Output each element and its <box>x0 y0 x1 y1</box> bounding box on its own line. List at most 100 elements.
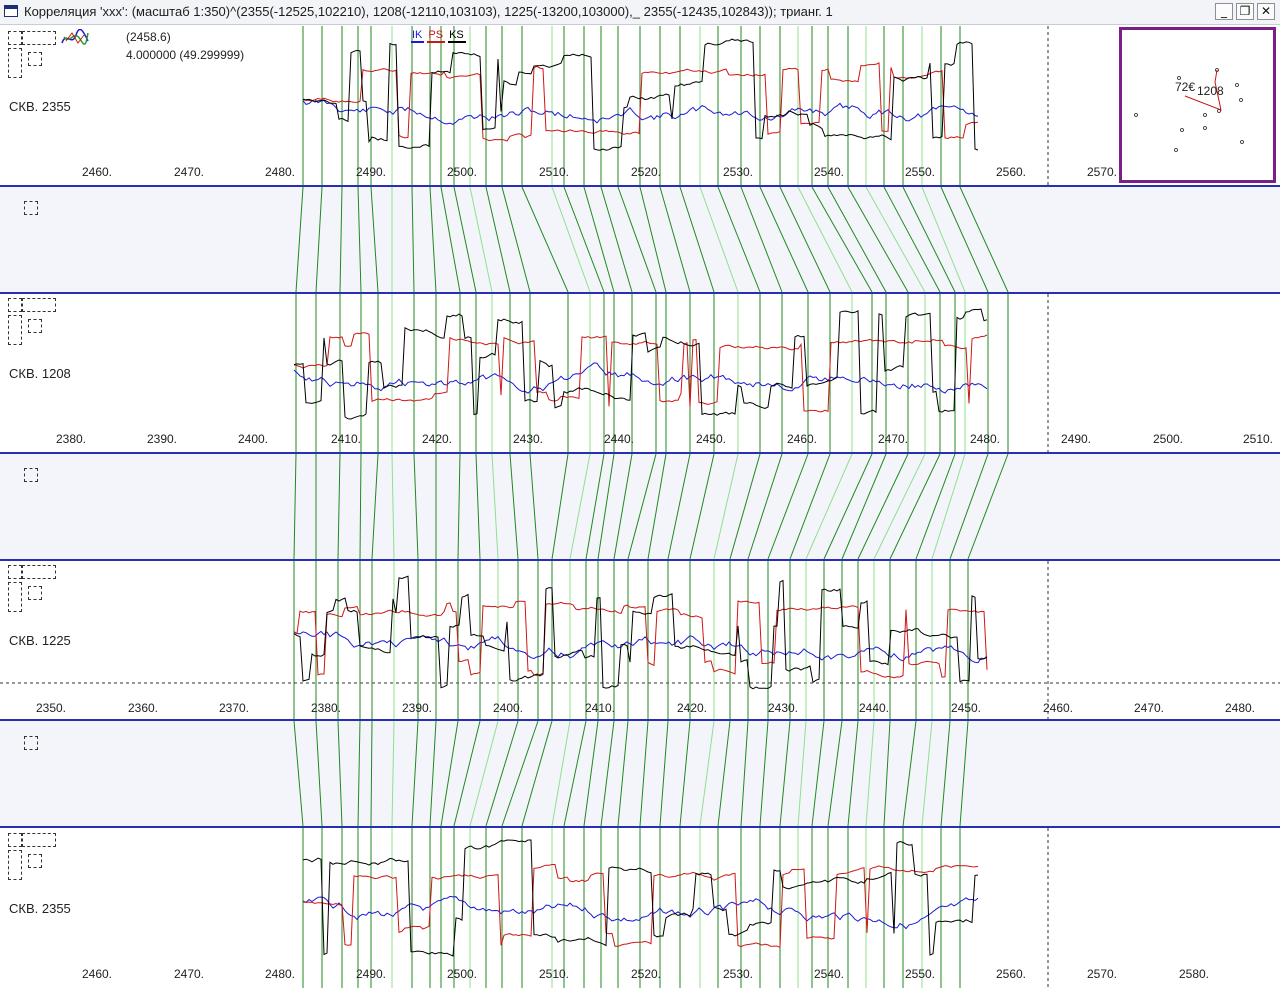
correlation-link <box>315 720 323 827</box>
depth-tick: 2380. <box>310 701 342 715</box>
legend-ik[interactable]: IK <box>411 29 425 43</box>
track-separator <box>0 719 1280 721</box>
select-box-icon[interactable] <box>28 52 42 66</box>
select-box-icon[interactable] <box>24 468 38 482</box>
select-box-icon[interactable] <box>28 319 42 333</box>
select-box-icon[interactable] <box>8 31 22 45</box>
legend-ps[interactable]: PS <box>427 29 446 43</box>
select-box-icon[interactable] <box>8 850 22 880</box>
depth-tick: 2490. <box>355 967 387 981</box>
depth-tick: 2530. <box>722 165 754 179</box>
track-well-1225[interactable]: СКВ. 1225 2350. 2360. 2370. 2380. 2390. … <box>0 561 1280 719</box>
depth-tick: 2520. <box>630 165 662 179</box>
correlation-link <box>699 186 739 293</box>
select-box-icon[interactable] <box>28 586 42 600</box>
depth-tick: 2420. <box>676 701 708 715</box>
depth-tick: 2500. <box>446 165 478 179</box>
correlation-link <box>339 186 343 293</box>
correlation-link <box>679 720 691 827</box>
depth-tick: 2510. <box>538 967 570 981</box>
correlation-link <box>740 720 749 827</box>
correlation-link <box>411 720 419 827</box>
correlation-link <box>967 453 1009 560</box>
select-box-icon[interactable] <box>22 31 56 45</box>
ks-curve <box>293 308 988 420</box>
correlation-link <box>949 453 989 560</box>
track-well-1208[interactable]: СКВ. 1208 2380. 2390. 2400. 2410. 2420. … <box>0 294 1280 452</box>
depth-tick: 2390. <box>401 701 433 715</box>
correlation-gap-1 <box>0 187 1280 293</box>
legend-ks[interactable]: KS <box>448 29 466 43</box>
correlation-link <box>959 720 969 827</box>
depth-tick: 2440. <box>603 432 635 446</box>
correlation-link <box>529 453 539 560</box>
correlation-link <box>457 453 461 560</box>
correlation-link <box>647 453 667 560</box>
correlation-link <box>805 453 853 560</box>
track-well-2355-top[interactable]: (2458.6) 4.000000 (49.299999) IK PS KS СКВ… <box>0 26 1280 185</box>
correlation-link <box>370 186 379 293</box>
select-box-icon[interactable] <box>22 565 56 579</box>
ps-curve <box>293 332 988 413</box>
correlation-link <box>337 453 341 560</box>
correlation-link <box>865 720 875 827</box>
correlation-link <box>413 453 419 560</box>
select-box-icon[interactable] <box>28 854 42 868</box>
select-box-icon[interactable] <box>8 48 22 78</box>
ik-curve <box>293 630 988 664</box>
depth-tick: 2380. <box>55 432 87 446</box>
select-box-icon[interactable] <box>8 565 22 579</box>
track-well-2355-bottom[interactable]: СКВ. 2355 2460. 2470. 2480. 2490. 2500. … <box>0 828 1280 988</box>
select-box-icon[interactable] <box>8 582 22 612</box>
depth-tick: 2420. <box>421 432 453 446</box>
correlation-link <box>293 453 297 560</box>
select-box-icon[interactable] <box>8 833 22 847</box>
minimize-button[interactable]: _ <box>1215 3 1233 20</box>
depth-tick: 2470. <box>1133 701 1165 715</box>
curve-legend: IK PS KS <box>411 29 469 43</box>
correlation-link <box>551 186 591 293</box>
correlation-link <box>827 186 887 293</box>
correlation-link <box>295 186 304 293</box>
correlation-link <box>789 453 831 560</box>
depth-tick: 2500. <box>1152 432 1184 446</box>
depth-tick: 2540. <box>813 165 845 179</box>
depth-readout: (2458.6) <box>126 30 171 44</box>
correlation-link <box>717 720 731 827</box>
well-label: СКВ. 1225 <box>9 633 71 648</box>
window-title: Корреляция 'xxx': (масштаб 1:350)^(2355(… <box>24 4 833 19</box>
correlation-link <box>679 186 715 293</box>
correlation-link <box>359 453 362 560</box>
correlation-link <box>485 186 511 293</box>
depth-tick: 2460. <box>1042 701 1074 715</box>
correlation-link <box>902 186 956 293</box>
correlation-link <box>797 186 853 293</box>
select-box-icon[interactable] <box>22 833 56 847</box>
depth-tick: 2450. <box>695 432 727 446</box>
select-box-icon[interactable] <box>22 298 56 312</box>
curve-preview-icon[interactable] <box>60 28 90 52</box>
value-readout: 4.000000 (49.299999) <box>126 48 245 62</box>
correlation-link <box>827 720 843 827</box>
close-button[interactable]: ✕ <box>1257 3 1275 20</box>
select-box-icon[interactable] <box>24 736 38 750</box>
ik-curve <box>302 99 979 125</box>
correlation-link <box>501 720 539 827</box>
correlation-link <box>639 186 667 293</box>
correlation-link <box>600 186 633 293</box>
track-separator <box>0 452 1280 454</box>
correlation-link <box>551 720 571 827</box>
depth-tick: 2490. <box>1060 432 1092 446</box>
select-box-icon[interactable] <box>24 201 38 215</box>
select-box-icon[interactable] <box>8 315 22 345</box>
correlation-link <box>491 453 499 560</box>
correlation-link <box>315 186 323 293</box>
well-location-minimap[interactable]: 72€ 1208 <box>1119 27 1276 183</box>
correlation-link <box>370 720 373 827</box>
correlation-link <box>617 720 629 827</box>
restore-button[interactable]: ❐ <box>1236 3 1254 20</box>
correlation-link <box>667 453 691 560</box>
select-box-icon[interactable] <box>8 298 22 312</box>
depth-tick: 2570. <box>1086 967 1118 981</box>
